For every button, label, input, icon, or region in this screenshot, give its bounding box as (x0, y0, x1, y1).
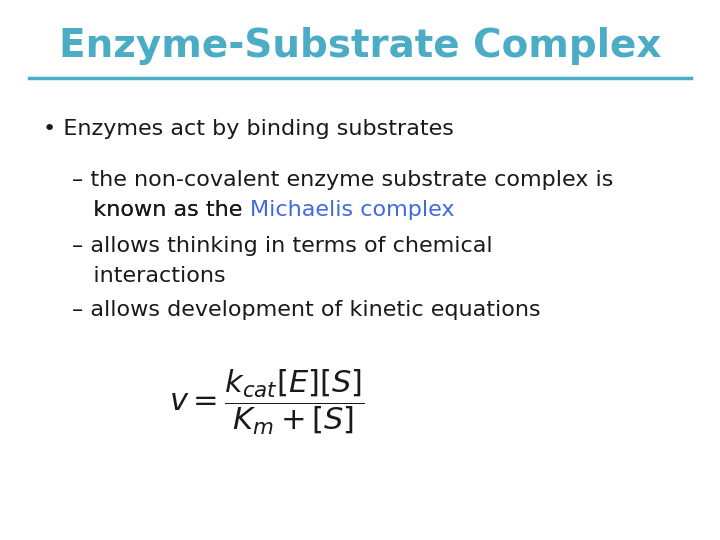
Text: Michaelis complex: Michaelis complex (250, 200, 454, 220)
Text: – allows thinking in terms of chemical: – allows thinking in terms of chemical (72, 236, 492, 256)
Text: – allows development of kinetic equations: – allows development of kinetic equation… (72, 300, 541, 320)
Text: known as the: known as the (72, 200, 250, 220)
Text: $v = \dfrac{k_{cat}[E][S]}{K_m + [S]}$: $v = \dfrac{k_{cat}[E][S]}{K_m + [S]}$ (168, 367, 364, 437)
Text: • Enzymes act by binding substrates: • Enzymes act by binding substrates (43, 119, 454, 139)
Text: known as the: known as the (72, 200, 250, 220)
Text: interactions: interactions (72, 266, 225, 286)
Text: – the non-covalent enzyme substrate complex is: – the non-covalent enzyme substrate comp… (72, 170, 613, 190)
Text: Enzyme-Substrate Complex: Enzyme-Substrate Complex (59, 27, 661, 65)
